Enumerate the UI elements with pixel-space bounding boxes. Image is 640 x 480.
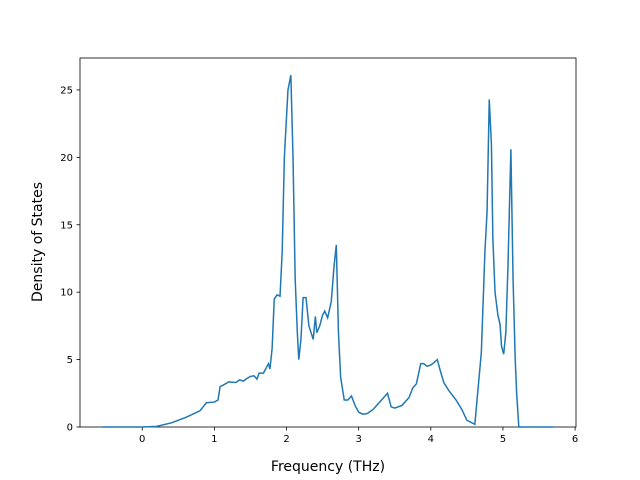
- x-tick-label: 4: [428, 434, 434, 445]
- x-tick-label: 1: [211, 434, 217, 445]
- y-axis-label: Density of States: [30, 182, 46, 302]
- x-tick-label: 2: [283, 434, 289, 445]
- y-tick-label: 20: [60, 153, 73, 164]
- y-tick-label: 25: [60, 85, 73, 96]
- plot-frame: [79, 57, 577, 428]
- x-tick-label: 5: [500, 434, 506, 445]
- x-tick-label: 3: [355, 434, 361, 445]
- x-tick-label: 0: [139, 434, 145, 445]
- y-tick-label: 5: [67, 355, 73, 366]
- y-tick-label: 0: [67, 423, 73, 434]
- y-tick-label: 15: [60, 220, 73, 231]
- x-tick-label: 6: [572, 434, 578, 445]
- x-axis-label: Frequency (THz): [271, 459, 385, 475]
- data-line: [102, 74, 554, 428]
- y-tick-label: 10: [60, 288, 73, 299]
